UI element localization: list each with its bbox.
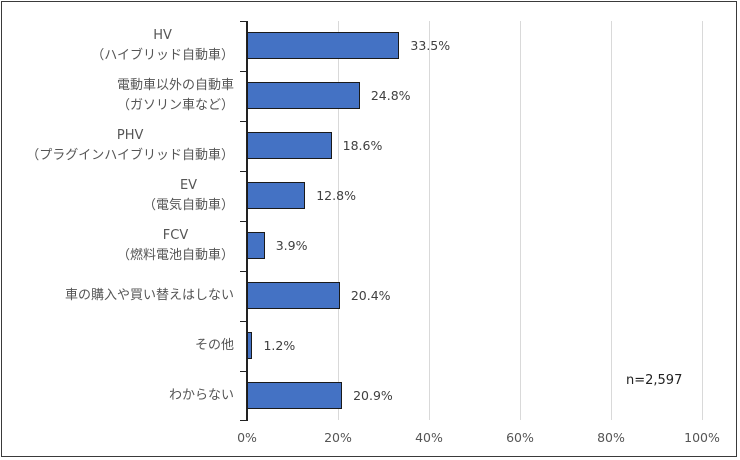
value-label: 24.8% [370,87,411,103]
bar [247,132,332,159]
value-label: 12.8% [316,187,356,203]
category-label-line: FCV [162,227,189,243]
category-label-line: HV [153,27,172,43]
category-label-line: （プラグインハイブリッド自動車） [26,147,234,163]
x-tick-label: 20% [324,430,352,445]
axis-tick [240,170,247,172]
x-tick-label: 60% [506,430,534,445]
bar [247,182,306,209]
axis-tick [240,320,247,322]
axis-tick [240,70,247,72]
category-label: PHV （プラグインハイブリッド自動車） [26,126,234,166]
category-label-line: （ハイブリッド自動車） [91,47,234,63]
value-label: 18.6% [342,137,383,153]
category-label: その他 [195,336,234,356]
x-tick-label: 0% [237,430,257,445]
category-label-line: 車の購入や買い替えはしない [64,287,234,303]
category-label-line: わからない [168,387,234,403]
category-label: 車の購入や買い替えはしない [65,286,234,306]
category-label: EV （電気自動車） [143,176,234,216]
x-tick-label: 100% [684,430,720,445]
value-label: 20.4% [350,287,391,303]
axis-tick [240,370,247,372]
category-label-line: EV [179,177,198,193]
category-label-line: PHV [116,127,144,143]
axis-tick [240,419,247,421]
bar [247,282,340,309]
bar [247,32,400,59]
axis-tick [240,270,247,272]
gridline [611,21,612,420]
bar [247,232,265,259]
value-label: 3.9% [275,237,308,253]
sample-size-note: n=2,597 [626,373,683,388]
category-label: 電動車以外の自動車 （ガソリン車など） [117,76,234,116]
category-label-line: その他 [194,337,234,353]
axis-tick [240,220,247,222]
bar [247,82,360,109]
category-label: HV （ハイブリッド自動車） [91,26,234,66]
gridline [338,21,339,420]
x-tick-label: 80% [597,430,625,445]
gridline [429,21,430,420]
value-label: 20.9% [353,387,393,403]
category-label: FCV （燃料電池自動車） [117,226,234,266]
category-label-line: 電動車以外の自動車 [116,77,234,93]
category-label-line: （電気自動車） [142,197,234,213]
bar [247,382,343,409]
category-label: わからない [169,386,234,406]
gridline [702,21,703,420]
category-label-line: （燃料電池自動車） [116,247,234,263]
value-label: 1.2% [263,337,296,353]
category-label-line: （ガソリン車など） [116,97,234,113]
gridline [520,21,521,420]
bar [247,332,253,359]
x-tick-label: 40% [415,430,443,445]
value-label: 33.5% [410,37,451,53]
axis-tick [240,120,247,122]
axis-tick [240,20,247,22]
